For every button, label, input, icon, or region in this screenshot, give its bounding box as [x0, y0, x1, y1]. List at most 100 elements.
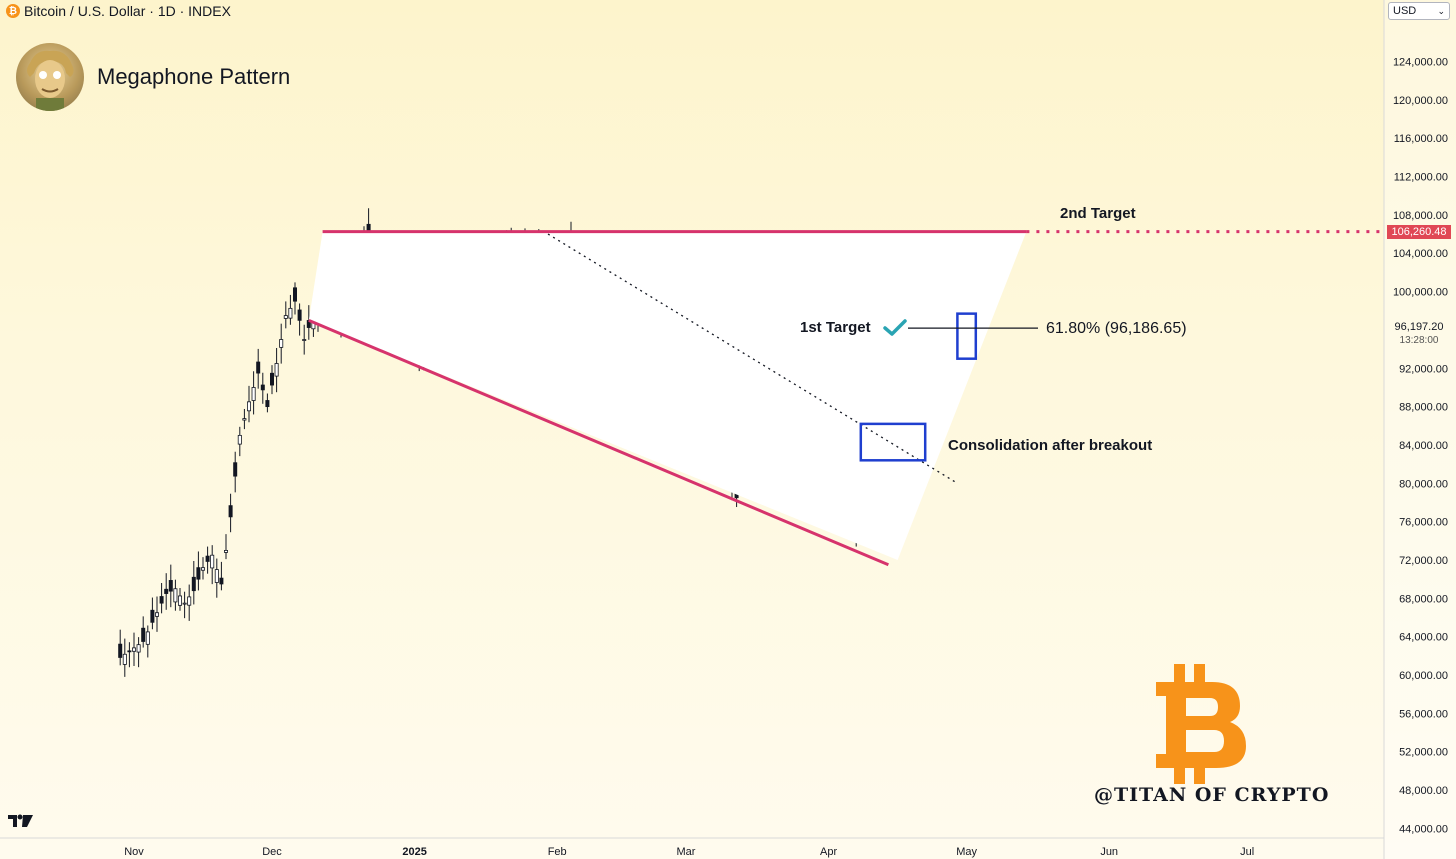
candle: [297, 303, 302, 336]
candle-body: [182, 602, 187, 605]
candle: [118, 629, 123, 666]
time-tick-label: Nov: [124, 846, 144, 858]
candle: [306, 305, 311, 340]
megaphone-fill: [308, 231, 1027, 561]
candle-body: [269, 372, 274, 386]
time-tick-label: Apr: [820, 846, 837, 858]
candle-body: [210, 554, 215, 569]
candle-body: [154, 612, 159, 617]
price-axis[interactable]: 124,000.00 120,000.00 116,000.00 112,000.00…: [1393, 57, 1448, 836]
candle: [283, 301, 288, 329]
time-tick-label: Feb: [548, 846, 567, 858]
price-axis-background: [1384, 0, 1456, 859]
candle-body: [177, 595, 182, 606]
candle: [279, 323, 284, 364]
candle: [173, 579, 178, 611]
price-tick-label: 124,000.00: [1393, 57, 1448, 69]
candle: [302, 324, 307, 355]
author-badge: Megaphone Pattern: [16, 43, 290, 111]
candle: [141, 616, 146, 648]
price-tick-label: 64,000.00: [1399, 632, 1448, 644]
candle-body: [256, 361, 261, 374]
candle: [136, 637, 141, 668]
candle: [205, 546, 210, 574]
candle: [265, 393, 270, 413]
candle: [242, 408, 247, 430]
first-target-label: 1st Target: [800, 319, 871, 336]
downtrend-line: [547, 233, 958, 484]
candle-body: [164, 588, 169, 594]
time-tick-label: Dec: [262, 846, 282, 858]
time-axis[interactable]: Nov Dec 2025 Feb Mar Apr May Jun Jul: [124, 846, 1254, 858]
candle: [159, 583, 164, 614]
candle-body: [228, 505, 233, 518]
price-tick-label: 56,000.00: [1399, 708, 1448, 720]
candle-body: [251, 387, 256, 401]
consolidation-box: [859, 422, 927, 462]
candle-body: [233, 462, 238, 477]
time-tick-label: Mar: [677, 846, 696, 858]
candle-body: [237, 434, 242, 445]
candle-body: [302, 339, 307, 341]
candle: [150, 597, 155, 630]
candle: [292, 282, 297, 315]
price-tick-label: 120,000.00: [1393, 95, 1448, 107]
last-price-tag: 96,197.20: [1394, 321, 1444, 333]
currency-value: USD: [1393, 5, 1417, 17]
candle: [122, 638, 127, 677]
watermark-text: @TITAN OF CRYPTO: [1094, 784, 1330, 806]
candle: [269, 365, 274, 395]
price-tick-label: 76,000.00: [1399, 517, 1448, 529]
candle-body: [274, 363, 279, 377]
candle-body: [214, 569, 219, 583]
candle: [200, 557, 205, 580]
candle: [182, 591, 187, 619]
price-tick-label: 48,000.00: [1399, 785, 1448, 797]
price-tick-label: 68,000.00: [1399, 593, 1448, 605]
currency-select[interactable]: USD ⌄: [1388, 2, 1450, 20]
candle-body: [127, 650, 132, 653]
checkmark-icon: [883, 319, 907, 336]
annotations-group: [308, 230, 1384, 567]
candle: [228, 493, 233, 533]
price-tick-label: 52,000.00: [1399, 747, 1448, 759]
candle-body: [131, 647, 136, 652]
candle-body: [297, 309, 302, 321]
tradingview-logo-icon[interactable]: [8, 812, 34, 830]
candle-body: [141, 627, 146, 642]
candle: [214, 558, 219, 598]
candle-body: [122, 653, 127, 665]
candle-body: [191, 576, 196, 592]
candle-body: [279, 339, 284, 348]
candle: [177, 587, 182, 611]
price-tick-label: 112,000.00: [1394, 172, 1448, 184]
bitcoin-logo-icon: [1156, 664, 1246, 784]
second-target-label: 2nd Target: [1060, 205, 1136, 222]
candle-body: [265, 400, 270, 408]
candle-body: [200, 567, 205, 571]
candle-body: [118, 643, 123, 658]
avatar-icon: [16, 43, 84, 111]
level-price-tag: 106,260.48: [1387, 225, 1451, 239]
chart-title: Megaphone Pattern: [97, 64, 291, 89]
symbol-header[interactable]: ₿ Bitcoin / U.S. Dollar · 1D · INDEX: [6, 2, 231, 20]
chevron-down-icon: ⌄: [1437, 5, 1445, 16]
symbol-title: Bitcoin / U.S. Dollar · 1D · INDEX: [24, 3, 231, 19]
price-tick-label: 60,000.00: [1399, 670, 1448, 682]
candle: [233, 451, 238, 493]
candle: [187, 584, 192, 621]
candle: [168, 564, 173, 608]
time-tick-label: Jun: [1100, 846, 1118, 858]
consolidation-label: Consolidation after breakout: [948, 437, 1153, 454]
candle: [210, 545, 215, 585]
candle: [274, 348, 279, 393]
candle: [256, 348, 261, 389]
candle: [260, 372, 265, 404]
candle-body: [283, 315, 288, 319]
candle-body: [150, 609, 155, 623]
candle: [154, 596, 159, 632]
price-tick-label: 80,000.00: [1399, 478, 1448, 490]
candle-body: [145, 631, 150, 645]
candle-body: [242, 418, 247, 421]
